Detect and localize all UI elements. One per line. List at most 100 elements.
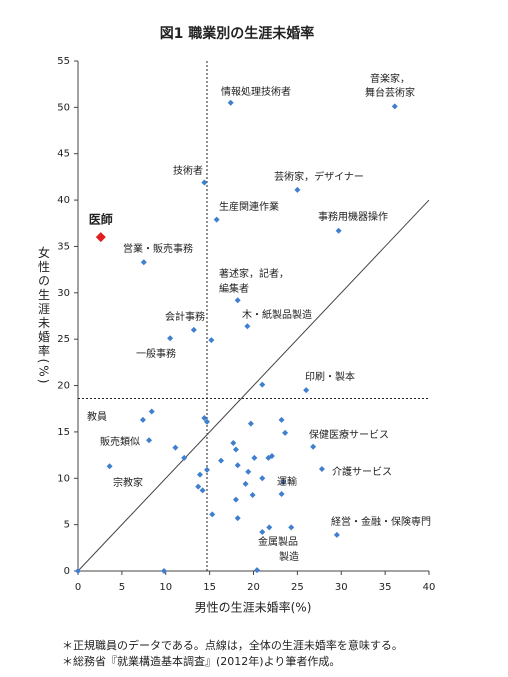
x-tick-label: 0 bbox=[75, 582, 81, 593]
annotation: 経営・金融・保険専門 bbox=[331, 515, 431, 528]
data-point bbox=[251, 454, 258, 461]
annotation: 芸術家，デザイナー bbox=[274, 170, 364, 183]
data-point bbox=[160, 568, 167, 574]
data-point bbox=[232, 446, 239, 453]
data-point bbox=[318, 466, 325, 472]
data-point bbox=[208, 337, 215, 344]
data-point bbox=[201, 179, 208, 186]
annotation: 宗教家 bbox=[113, 476, 143, 489]
data-point bbox=[172, 444, 179, 451]
data-point bbox=[268, 453, 275, 460]
data-point bbox=[333, 531, 340, 538]
data-point bbox=[303, 387, 310, 394]
data-point bbox=[148, 408, 155, 415]
data-point bbox=[259, 475, 266, 482]
data-point bbox=[278, 491, 285, 498]
data-point bbox=[230, 440, 237, 447]
annotation: 教員 bbox=[87, 410, 107, 423]
annotation: 生産関連作業 bbox=[219, 200, 279, 213]
y-tick-label: 20 bbox=[57, 381, 70, 392]
data-point bbox=[196, 471, 203, 478]
data-point bbox=[199, 487, 206, 494]
y-tick-label: 30 bbox=[57, 288, 70, 299]
y-tick-label: 35 bbox=[57, 241, 70, 252]
data-point bbox=[146, 437, 153, 444]
data-point bbox=[232, 496, 239, 503]
data-point bbox=[213, 216, 220, 223]
data-point bbox=[259, 381, 266, 388]
annotation: 編集者 bbox=[219, 282, 249, 295]
data-point bbox=[201, 415, 208, 421]
data-point bbox=[209, 511, 216, 518]
data-point bbox=[244, 323, 251, 330]
data-point bbox=[234, 297, 241, 304]
data-point bbox=[242, 480, 249, 487]
x-tick-label: 35 bbox=[379, 582, 392, 593]
point-label: 医師 bbox=[89, 212, 113, 227]
annotation: 印刷・製本 bbox=[305, 370, 355, 383]
y-tick-label: 40 bbox=[57, 195, 70, 206]
y-axis-label: 女性の生涯未婚率(%) bbox=[37, 245, 51, 385]
data-point bbox=[203, 466, 210, 473]
annotation: 舞台芸術家 bbox=[365, 86, 415, 99]
annotation: 運輸 bbox=[277, 475, 297, 488]
data-point bbox=[234, 515, 241, 522]
x-tick-label: 15 bbox=[203, 582, 216, 593]
data-point bbox=[282, 429, 289, 436]
data-point bbox=[310, 443, 317, 450]
data-point bbox=[288, 524, 295, 531]
data-point bbox=[218, 457, 225, 464]
data-point bbox=[95, 232, 106, 243]
data-point bbox=[278, 416, 285, 423]
annotation: 技術者 bbox=[173, 164, 203, 177]
diagonal-line bbox=[77, 199, 430, 572]
data-point bbox=[167, 335, 174, 342]
x-tick-label: 20 bbox=[247, 582, 260, 593]
data-point bbox=[294, 186, 301, 193]
annotation: 保健医療サービス bbox=[309, 428, 389, 441]
note: ＊正規職員のデータである。点線は，全体の生涯未婚率を意味する。 bbox=[62, 638, 403, 652]
y-tick-label: 45 bbox=[57, 149, 70, 160]
data-point bbox=[335, 227, 342, 234]
data-point bbox=[266, 524, 273, 531]
data-point bbox=[234, 462, 241, 469]
data-point bbox=[140, 259, 147, 266]
data-point bbox=[203, 418, 210, 425]
data-point bbox=[106, 463, 113, 470]
y-tick-label: 0 bbox=[64, 566, 70, 577]
annotation: 販売類似 bbox=[100, 435, 140, 448]
annotation: 営業・販売事務 bbox=[123, 242, 193, 255]
data-point bbox=[139, 416, 146, 423]
x-tick-label: 10 bbox=[159, 582, 172, 593]
y-tick-label: 25 bbox=[57, 334, 70, 345]
data-point bbox=[259, 529, 266, 536]
y-tick-label: 55 bbox=[57, 56, 70, 67]
data-point bbox=[75, 568, 81, 574]
data-point bbox=[247, 420, 254, 427]
annotation: 会計事務 bbox=[165, 310, 205, 323]
data-point bbox=[190, 326, 197, 333]
data-point bbox=[391, 103, 398, 110]
annotation: 製造 bbox=[279, 550, 299, 563]
x-tick-label: 5 bbox=[119, 582, 125, 593]
y-tick-label: 5 bbox=[64, 520, 70, 531]
y-tick-label: 15 bbox=[57, 427, 70, 438]
annotation: 介護サービス bbox=[332, 465, 392, 478]
annotation: 金属製品 bbox=[258, 535, 298, 548]
x-tick-label: 40 bbox=[423, 582, 436, 593]
annotation: 事務用機器操作 bbox=[318, 210, 388, 223]
data-point bbox=[195, 483, 202, 490]
data-point bbox=[254, 567, 261, 574]
data-point bbox=[245, 468, 252, 475]
data-point bbox=[249, 491, 256, 498]
x-tick-label: 25 bbox=[291, 582, 304, 593]
y-tick-label: 50 bbox=[57, 102, 70, 113]
annotation: 木・紙製品製造 bbox=[242, 308, 312, 321]
annotation: 著述家，記者， bbox=[219, 267, 289, 280]
y-tick-label: 10 bbox=[57, 473, 70, 484]
x-tick-label: 30 bbox=[335, 582, 348, 593]
data-point bbox=[181, 454, 188, 461]
annotation: 一般事務 bbox=[136, 347, 176, 360]
annotation: 音楽家， bbox=[370, 72, 410, 85]
